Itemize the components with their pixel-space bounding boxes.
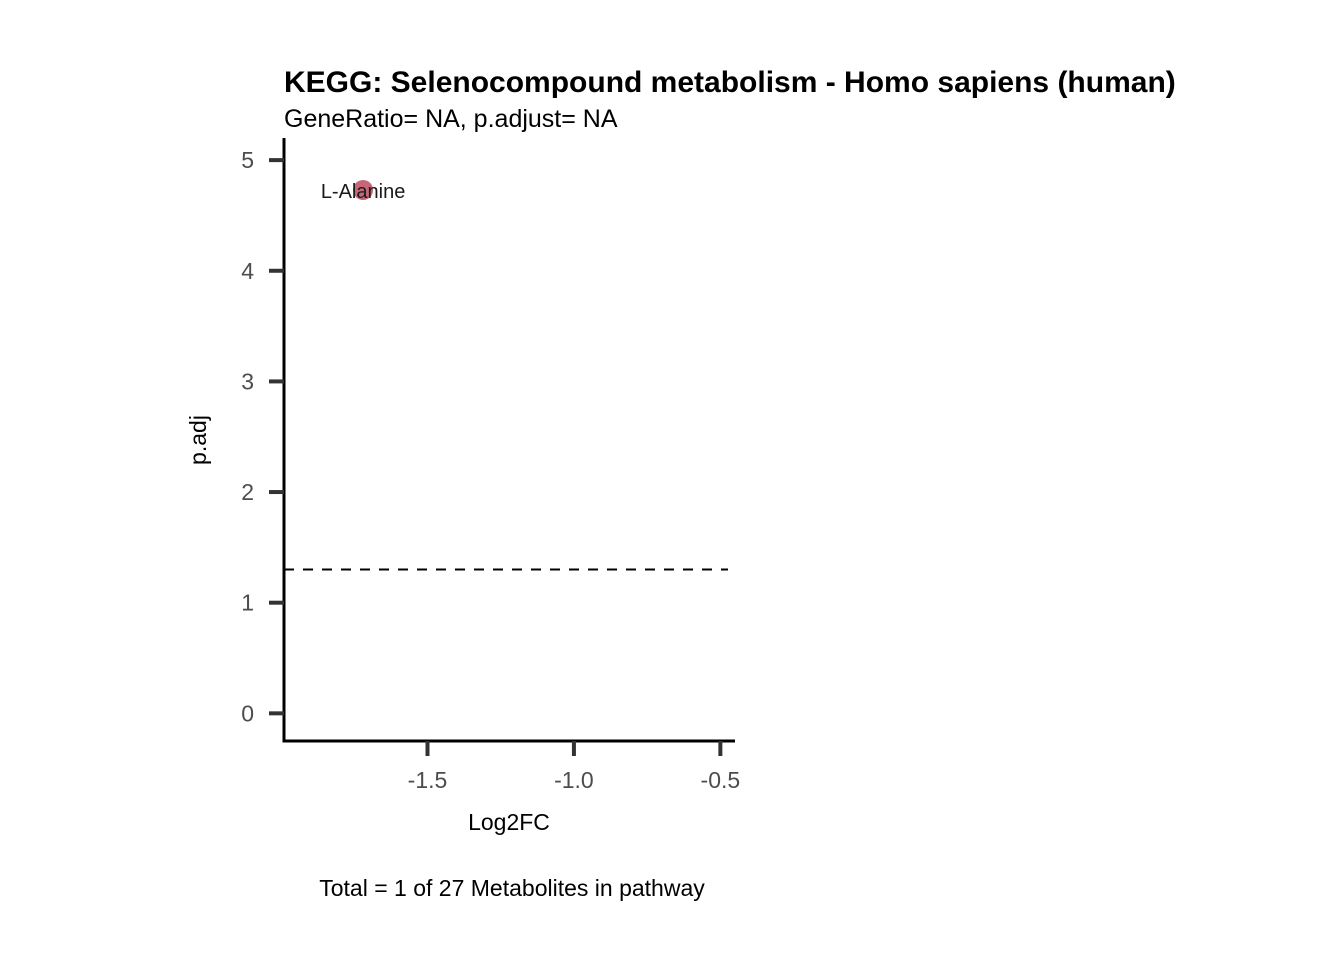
plot-area: 0 1 2 3 4 5 -1.5 -1.0 -0.5 L-Alanine bbox=[241, 138, 740, 793]
chart-subtitle: GeneRatio= NA, p.adjust= NA bbox=[284, 105, 618, 133]
x-tick-label: -1.5 bbox=[408, 767, 448, 793]
y-tick-label: 4 bbox=[241, 258, 254, 284]
y-tick-label: 5 bbox=[241, 147, 254, 173]
y-tick-label: 3 bbox=[241, 368, 254, 394]
x-axis-title: Log2FC bbox=[468, 809, 550, 835]
data-point bbox=[353, 180, 374, 201]
data-point-label: L-Alanine bbox=[321, 181, 406, 203]
x-tick-label: -0.5 bbox=[701, 767, 741, 793]
y-tick-label: 1 bbox=[241, 590, 254, 616]
chart-caption: Total = 1 of 27 Metabolites in pathway bbox=[319, 875, 705, 901]
x-tick-label: -1.0 bbox=[554, 767, 594, 793]
chart-title: KEGG: Selenocompound metabolism - Homo s… bbox=[284, 66, 1176, 99]
y-axis-title: p.adj bbox=[185, 415, 211, 465]
y-tick-label: 0 bbox=[241, 700, 254, 726]
y-tick-label: 2 bbox=[241, 479, 254, 505]
